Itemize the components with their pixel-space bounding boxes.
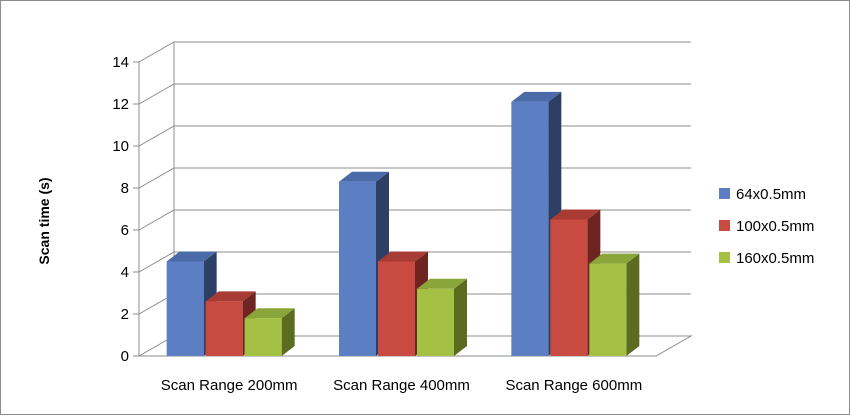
legend-swatch	[719, 220, 730, 231]
bar-front	[378, 261, 415, 356]
y-tick-label: 8	[121, 180, 129, 197]
bar-front	[205, 301, 243, 356]
bar-top	[205, 291, 256, 302]
x-category-label: Scan Range 200mm	[161, 377, 298, 394]
gridline	[138, 41, 691, 63]
bar-front	[550, 219, 588, 356]
bar	[589, 253, 640, 356]
bar-top	[511, 91, 562, 102]
chart-floor	[137, 335, 693, 357]
y-tick-label: 10	[112, 138, 129, 155]
y-tick-label: 14	[112, 54, 129, 71]
y-tick-label: 2	[121, 306, 129, 323]
bar-side	[626, 253, 640, 356]
legend-swatch	[719, 188, 730, 199]
bar-side	[454, 278, 467, 356]
bar-top	[417, 278, 467, 289]
y-axis-label: Scan time (s)	[36, 177, 52, 264]
y-tick-label: 6	[121, 222, 129, 239]
bar-front	[339, 181, 376, 356]
bar	[417, 278, 467, 356]
gridline	[138, 167, 691, 189]
gridline	[138, 125, 691, 147]
bar-side	[281, 308, 295, 356]
x-category-label: Scan Range 400mm	[333, 377, 470, 394]
bar	[205, 291, 256, 356]
bar-front	[417, 288, 454, 356]
bar-top	[378, 251, 428, 262]
bar-top	[589, 253, 640, 264]
bar-front	[511, 101, 549, 357]
legend-label: 100x0.5mm	[736, 218, 814, 235]
bar-front	[166, 261, 204, 356]
bar-top	[166, 251, 217, 262]
y-tick-label: 4	[121, 264, 129, 281]
legend-label: 64x0.5mm	[736, 186, 806, 203]
gridline	[138, 83, 691, 105]
legend-label: 160x0.5mm	[736, 250, 814, 267]
y-tick-label: 12	[112, 96, 129, 113]
bar	[244, 308, 295, 356]
bar-top	[550, 209, 601, 220]
y-tick-label: 0	[121, 348, 129, 365]
bar-front	[244, 318, 282, 356]
legend-swatch	[719, 252, 730, 263]
bar-top	[339, 171, 389, 182]
gridline	[138, 209, 691, 231]
bar-top	[244, 308, 295, 319]
bar-front	[589, 263, 627, 356]
x-category-label: Scan Range 600mm	[505, 377, 642, 394]
